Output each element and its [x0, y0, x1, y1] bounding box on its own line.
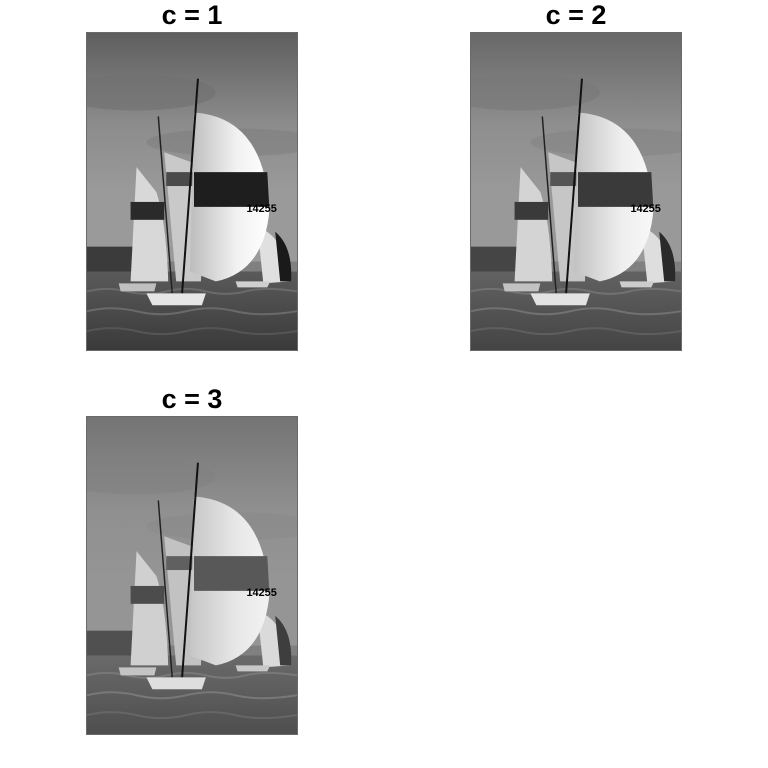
sailboat-photo: 14255 [87, 417, 297, 734]
sail-number-text: 14255 [246, 203, 276, 215]
panel-title: c = 3 [161, 384, 223, 414]
sailboat-image: 14255 [86, 416, 298, 735]
panel-title: c = 2 [545, 0, 607, 30]
sailboat-photo: 14255 [471, 33, 681, 350]
panel-title: c = 1 [161, 0, 223, 30]
sailboat-image: 14255 [86, 32, 298, 351]
panel-c3: c = 3 [86, 384, 298, 736]
sailboat-image: 14255 [470, 32, 682, 351]
sail-number-text: 14255 [630, 203, 660, 215]
sail-number-text: 14255 [246, 587, 276, 599]
panel-c2: c = 2 [470, 0, 682, 352]
sailboat-photo: 14255 [87, 33, 297, 350]
panel-c1: c = 1 [86, 0, 298, 352]
